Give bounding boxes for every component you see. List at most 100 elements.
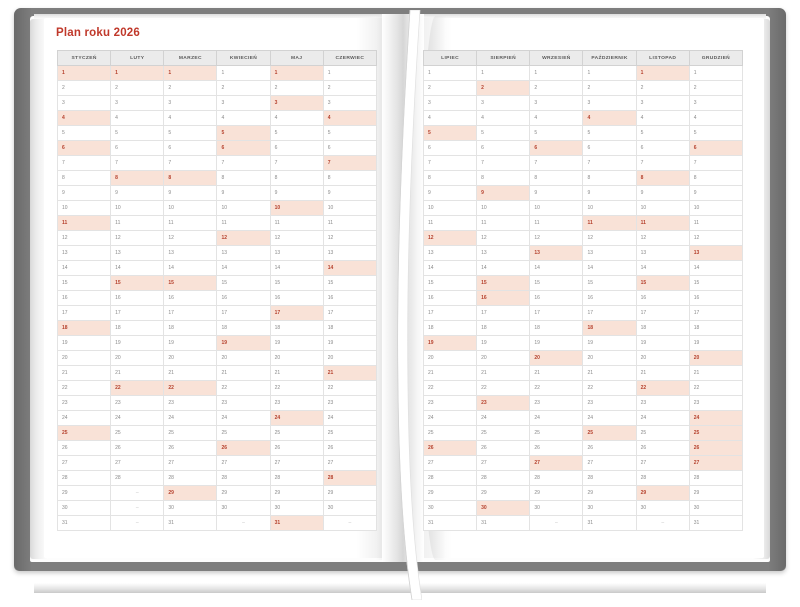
day-cell-empty[interactable]: –	[110, 485, 165, 501]
day-cell[interactable]: 23	[56, 395, 112, 411]
day-cell[interactable]: 1	[110, 65, 165, 81]
day-cell[interactable]: 13	[476, 245, 531, 261]
day-cell[interactable]: 7	[529, 155, 584, 171]
day-cell[interactable]: 13	[110, 245, 165, 261]
day-cell[interactable]: 21	[688, 365, 744, 381]
day-cell[interactable]: 25	[56, 425, 112, 441]
day-cell[interactable]: 9	[635, 185, 690, 201]
day-cell[interactable]: 8	[322, 170, 378, 186]
day-cell[interactable]: 6	[163, 140, 218, 156]
day-cell[interactable]: 9	[110, 185, 165, 201]
day-cell[interactable]: 1	[56, 65, 112, 81]
day-cell[interactable]: 7	[422, 155, 478, 171]
day-cell[interactable]: 25	[635, 425, 690, 441]
day-cell[interactable]: 25	[269, 425, 324, 441]
day-cell[interactable]: 1	[582, 65, 637, 81]
day-cell[interactable]: 30	[216, 500, 271, 516]
day-cell[interactable]: 11	[582, 215, 637, 231]
day-cell[interactable]: 19	[269, 335, 324, 351]
day-cell[interactable]: 26	[269, 440, 324, 456]
day-cell[interactable]: 27	[635, 455, 690, 471]
day-cell[interactable]: 26	[476, 440, 531, 456]
day-cell[interactable]: 7	[476, 155, 531, 171]
day-cell[interactable]: 25	[422, 425, 478, 441]
day-cell[interactable]: 28	[529, 470, 584, 486]
day-cell[interactable]: 4	[422, 110, 478, 126]
day-cell[interactable]: 24	[216, 410, 271, 426]
day-cell[interactable]: 31	[476, 515, 531, 531]
day-cell[interactable]: 14	[110, 260, 165, 276]
day-cell[interactable]: 21	[476, 365, 531, 381]
day-cell[interactable]: 13	[688, 245, 744, 261]
day-cell[interactable]: 17	[688, 305, 744, 321]
day-cell[interactable]: 3	[476, 95, 531, 111]
day-cell[interactable]: 2	[582, 80, 637, 96]
day-cell[interactable]: 23	[476, 395, 531, 411]
day-cell[interactable]: 19	[163, 335, 218, 351]
day-cell[interactable]: 14	[582, 260, 637, 276]
day-cell[interactable]: 10	[635, 200, 690, 216]
day-cell[interactable]: 24	[688, 410, 744, 426]
day-cell[interactable]: 11	[322, 215, 378, 231]
day-cell[interactable]: 30	[163, 500, 218, 516]
day-cell[interactable]: 27	[216, 455, 271, 471]
day-cell[interactable]: 24	[476, 410, 531, 426]
day-cell-empty[interactable]: –	[216, 515, 271, 531]
day-cell[interactable]: 1	[322, 65, 378, 81]
day-cell[interactable]: 24	[269, 410, 324, 426]
day-cell[interactable]: 10	[163, 200, 218, 216]
day-cell[interactable]: 5	[529, 125, 584, 141]
day-cell[interactable]: 19	[56, 335, 112, 351]
day-cell[interactable]: 16	[422, 290, 478, 306]
day-cell[interactable]: 5	[422, 125, 478, 141]
day-cell[interactable]: 14	[216, 260, 271, 276]
day-cell[interactable]: 28	[582, 470, 637, 486]
day-cell[interactable]: 13	[163, 245, 218, 261]
day-cell-empty[interactable]: –	[635, 515, 690, 531]
day-cell[interactable]: 22	[635, 380, 690, 396]
day-cell[interactable]: 24	[582, 410, 637, 426]
day-cell[interactable]: 15	[163, 275, 218, 291]
day-cell[interactable]: 22	[322, 380, 378, 396]
day-cell[interactable]: 11	[529, 215, 584, 231]
day-cell[interactable]: 30	[688, 500, 744, 516]
day-cell[interactable]: 5	[56, 125, 112, 141]
day-cell[interactable]: 25	[322, 425, 378, 441]
day-cell[interactable]: 2	[269, 80, 324, 96]
day-cell[interactable]: 27	[688, 455, 744, 471]
day-cell[interactable]: 2	[529, 80, 584, 96]
day-cell[interactable]: 21	[582, 365, 637, 381]
day-cell[interactable]: 29	[476, 485, 531, 501]
day-cell[interactable]: 7	[322, 155, 378, 171]
day-cell[interactable]: 13	[56, 245, 112, 261]
day-cell[interactable]: 14	[635, 260, 690, 276]
day-cell[interactable]: 24	[163, 410, 218, 426]
day-cell[interactable]: 4	[216, 110, 271, 126]
day-cell[interactable]: 12	[216, 230, 271, 246]
day-cell[interactable]: 18	[322, 320, 378, 336]
day-cell[interactable]: 6	[529, 140, 584, 156]
day-cell[interactable]: 26	[322, 440, 378, 456]
day-cell[interactable]: 10	[216, 200, 271, 216]
day-cell[interactable]: 11	[476, 215, 531, 231]
day-cell[interactable]: 20	[476, 350, 531, 366]
day-cell[interactable]: 16	[476, 290, 531, 306]
day-cell[interactable]: 30	[322, 500, 378, 516]
day-cell-empty[interactable]: –	[322, 515, 378, 531]
day-cell[interactable]: 28	[476, 470, 531, 486]
day-cell[interactable]: 11	[422, 215, 478, 231]
day-cell[interactable]: 8	[635, 170, 690, 186]
day-cell[interactable]: 23	[422, 395, 478, 411]
day-cell[interactable]: 1	[422, 65, 478, 81]
day-cell[interactable]: 4	[56, 110, 112, 126]
day-cell[interactable]: 28	[269, 470, 324, 486]
day-cell[interactable]: 29	[163, 485, 218, 501]
day-cell[interactable]: 16	[635, 290, 690, 306]
day-cell[interactable]: 11	[56, 215, 112, 231]
day-cell[interactable]: 22	[422, 380, 478, 396]
day-cell[interactable]: 26	[582, 440, 637, 456]
day-cell[interactable]: 12	[635, 230, 690, 246]
day-cell[interactable]: 27	[322, 455, 378, 471]
day-cell[interactable]: 18	[269, 320, 324, 336]
day-cell[interactable]: 31	[163, 515, 218, 531]
